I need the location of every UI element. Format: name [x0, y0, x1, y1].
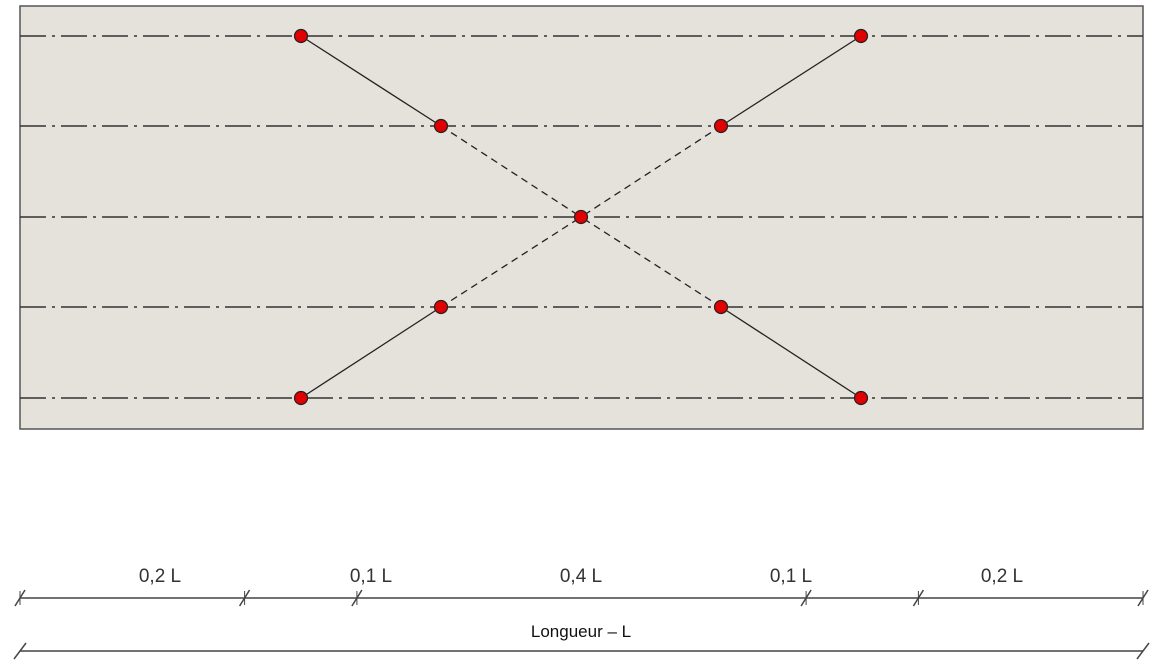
nodes — [293, 28, 869, 406]
segment-dimension-line: 0,2 L 0,1 L 0,4 L 0,1 L 0,2 L — [14, 566, 1149, 607]
member-top-right — [720, 35, 862, 127]
node — [433, 118, 449, 134]
total-dimension-line: Longueur – L — [13, 622, 1150, 660]
member-dashed-4 — [580, 216, 722, 308]
member-bottom-right — [720, 306, 862, 399]
total-tick-start — [13, 642, 27, 660]
segment-label-2: 0,1 L — [350, 566, 392, 587]
member-dashed-2 — [580, 125, 722, 218]
member-bottom-left — [300, 306, 442, 399]
node — [713, 299, 729, 315]
axis-lines — [20, 35, 1143, 399]
member-dashed-3 — [440, 216, 582, 308]
node — [293, 28, 309, 44]
node — [573, 209, 589, 225]
segment-label-5: 0,2 L — [981, 566, 1023, 587]
node — [853, 28, 869, 44]
dashed-members — [440, 125, 722, 308]
member-top-left — [300, 35, 442, 127]
node — [853, 390, 869, 406]
segment-label-3: 0,4 L — [560, 566, 602, 587]
node — [433, 299, 449, 315]
node — [713, 118, 729, 134]
solid-members — [300, 35, 862, 399]
member-dashed-1 — [440, 125, 582, 218]
node — [293, 390, 309, 406]
total-length-label: Longueur – L — [531, 622, 631, 641]
total-tick-end — [1136, 642, 1150, 660]
segment-label-4: 0,1 L — [770, 566, 812, 587]
segment-label-1: 0,2 L — [139, 566, 181, 587]
